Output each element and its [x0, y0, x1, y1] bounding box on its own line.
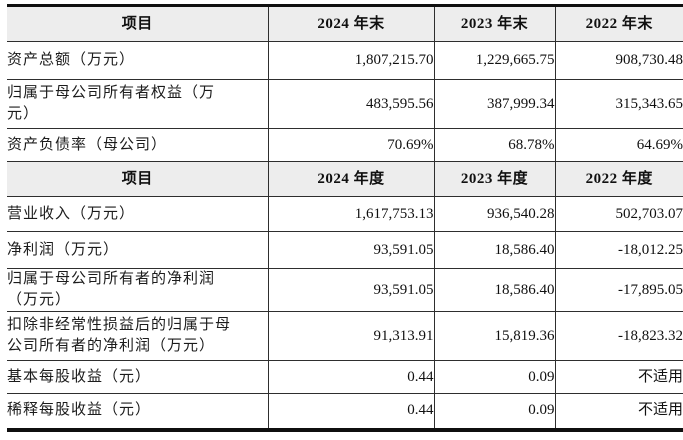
value-2023: 15,819.36 [433, 311, 555, 361]
row-label: 基本每股收益（元） [7, 360, 268, 394]
financial-summary-table-wrapper: 项目 2024 年末 2023 年末 2022 年末 资产总额（万元） 1,80… [7, 4, 683, 432]
value-2024: 0.44 [267, 360, 434, 394]
value-2023: 18,586.40 [433, 268, 555, 312]
value-2022: 908,730.48 [554, 41, 683, 80]
row-label: 营业收入（万元） [7, 196, 268, 232]
value-2022: 315,343.65 [554, 79, 683, 129]
header-cell-2022-end: 2022 年末 [554, 5, 683, 42]
value-2023: 1,229,665.75 [433, 41, 555, 80]
financial-summary-table: 项目 2024 年末 2023 年末 2022 年末 资产总额（万元） 1,80… [7, 4, 683, 432]
row-label: 稀释每股收益（元） [7, 393, 268, 430]
value-2024: 0.44 [267, 393, 434, 430]
value-2024: 70.69% [267, 128, 434, 162]
header-cell-2024-end: 2024 年末 [267, 5, 434, 42]
table-row-debt-ratio: 资产负债率（母公司） 70.69% 68.78% 64.69% [7, 128, 683, 162]
value-2024: 1,617,753.13 [267, 196, 434, 232]
table-row-revenue: 营业收入（万元） 1,617,753.13 936,540.28 502,703… [7, 196, 683, 232]
value-2024: 483,595.56 [267, 79, 434, 129]
value-2023: 68.78% [433, 128, 555, 162]
value-2022: -18,823.32 [554, 311, 683, 361]
value-2023: 0.09 [433, 360, 555, 394]
value-2023: 936,540.28 [433, 196, 555, 232]
header-cell-2022-period: 2022 年度 [554, 161, 683, 197]
table-row-deducted-net-profit: 扣除非经常性损益后的归属于母 公司所有者的净利润（万元） 91,313.91 1… [7, 311, 683, 361]
header-cell-item: 项目 [7, 161, 268, 197]
value-2022: 不适用 [554, 360, 683, 394]
value-2023: 18,586.40 [433, 231, 555, 269]
value-2022: 64.69% [554, 128, 683, 162]
table-row-basic-eps: 基本每股收益（元） 0.44 0.09 不适用 [7, 360, 683, 394]
table-row-parent-net-profit: 归属于母公司所有者的净利润 （万元） 93,591.05 18,586.40 -… [7, 268, 683, 312]
header-cell-2024-period: 2024 年度 [267, 161, 434, 197]
row-label: 扣除非经常性损益后的归属于母 公司所有者的净利润（万元） [7, 311, 268, 361]
value-2022: -17,895.05 [554, 268, 683, 312]
table-row-parent-equity: 归属于母公司所有者权益（万 元） 483,595.56 387,999.34 3… [7, 79, 683, 129]
value-2024: 1,807,215.70 [267, 41, 434, 80]
header-row-year-end: 项目 2024 年末 2023 年末 2022 年末 [7, 5, 683, 42]
value-2022: 502,703.07 [554, 196, 683, 232]
value-2022: -18,012.25 [554, 231, 683, 269]
value-2024: 93,591.05 [267, 231, 434, 269]
row-label: 净利润（万元） [7, 231, 268, 269]
header-row-year-period: 项目 2024 年度 2023 年度 2022 年度 [7, 161, 683, 197]
header-cell-item: 项目 [7, 5, 268, 42]
value-2024: 91,313.91 [267, 311, 434, 361]
table-row-diluted-eps: 稀释每股收益（元） 0.44 0.09 不适用 [7, 393, 683, 430]
table-row-net-profit: 净利润（万元） 93,591.05 18,586.40 -18,012.25 [7, 231, 683, 269]
value-2023: 0.09 [433, 393, 555, 430]
row-label: 归属于母公司所有者的净利润 （万元） [7, 268, 268, 312]
value-2022: 不适用 [554, 393, 683, 430]
row-label: 资产总额（万元） [7, 41, 268, 80]
header-cell-2023-period: 2023 年度 [433, 161, 555, 197]
table-row-total-assets: 资产总额（万元） 1,807,215.70 1,229,665.75 908,7… [7, 41, 683, 80]
row-label: 归属于母公司所有者权益（万 元） [7, 79, 268, 129]
header-cell-2023-end: 2023 年末 [433, 5, 555, 42]
row-label: 资产负债率（母公司） [7, 128, 268, 162]
value-2023: 387,999.34 [433, 79, 555, 129]
value-2024: 93,591.05 [267, 268, 434, 312]
